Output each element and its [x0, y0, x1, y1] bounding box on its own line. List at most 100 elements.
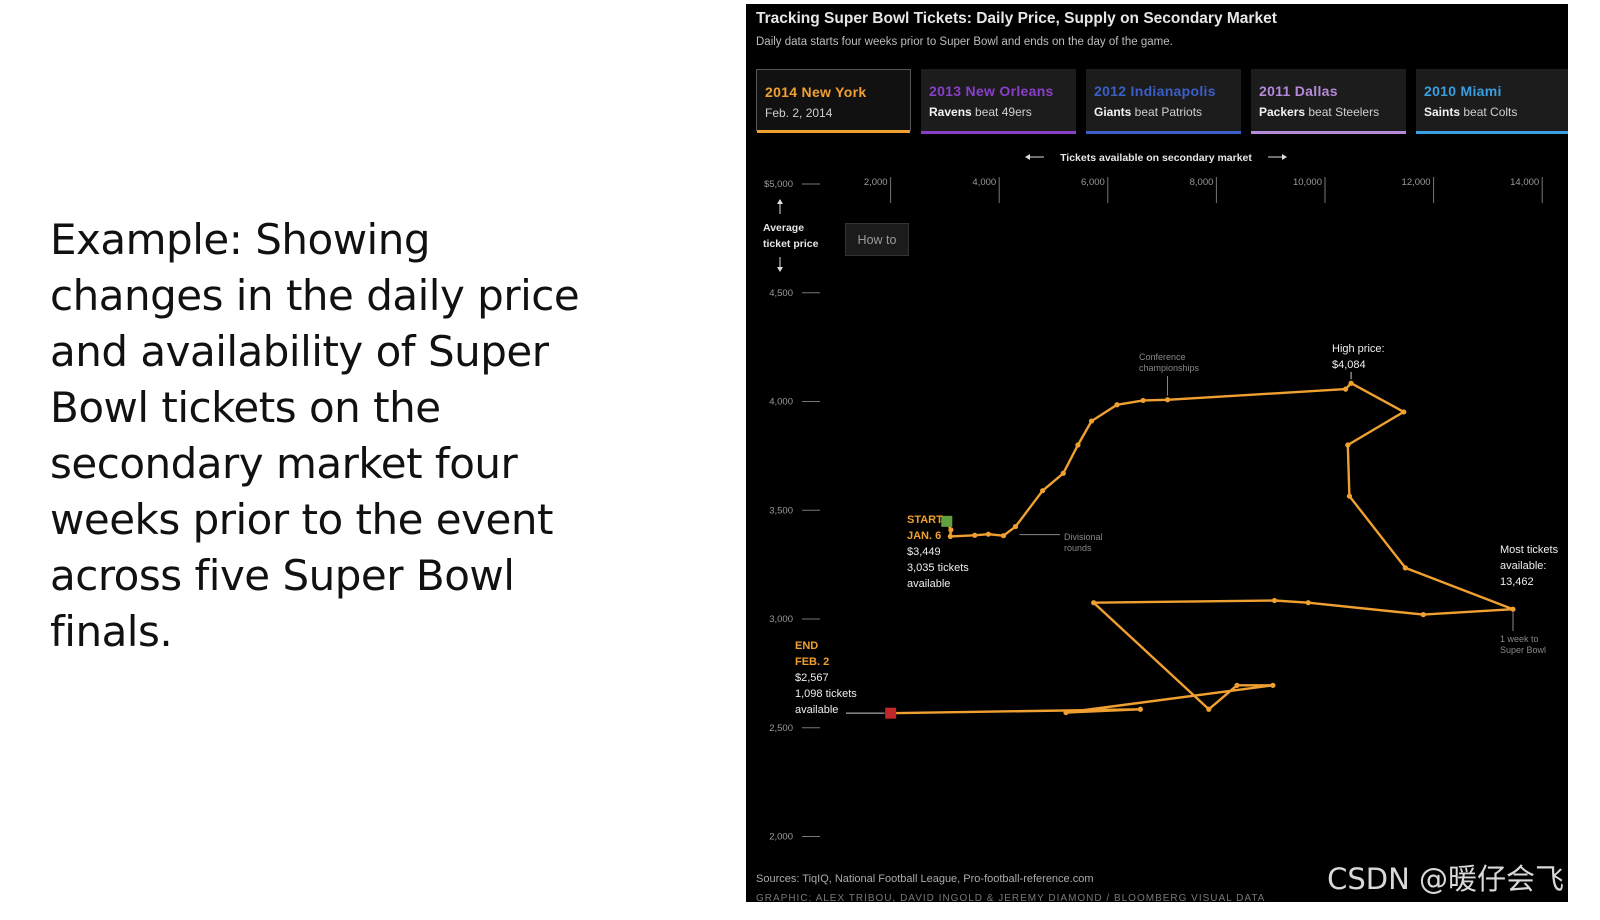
- tab-color-bar: [1086, 131, 1241, 134]
- most-tickets-annotation: Most tickets available: 13,462: [1500, 544, 1559, 588]
- y-tick-label: 3,500: [769, 505, 793, 516]
- svg-text:FEB. 2: FEB. 2: [795, 656, 829, 668]
- svg-text:$4,084: $4,084: [1332, 359, 1366, 371]
- tab-sublabel: Packers beat Steelers: [1259, 105, 1380, 119]
- tab-sublabel: Giants beat Patriots: [1094, 105, 1203, 119]
- chart-title: Tracking Super Bowl Tickets: Daily Price…: [756, 10, 1277, 27]
- tab-2012-indianapolis[interactable]: 2012 Indianapolis Giants beat Patriots: [1086, 69, 1241, 134]
- data-point: [1000, 533, 1007, 539]
- y-axis-title: Average ticket price: [763, 199, 819, 272]
- tab-2014-new-york[interactable]: 2014 New York Feb. 2, 2014: [756, 69, 911, 133]
- x-tick-label: 4,000: [972, 177, 996, 188]
- y-axis-label-line1: Average: [763, 222, 804, 234]
- data-point: [1206, 706, 1212, 712]
- y-axis-label-line2: ticket price: [763, 238, 819, 250]
- data-point: [1137, 706, 1143, 712]
- start-annotation: START JAN. 6 $3,449 3,035 tickets availa…: [907, 514, 969, 590]
- data-point: [1091, 600, 1097, 606]
- tab-color-bar: [1251, 131, 1406, 134]
- tab-2010-miami[interactable]: 2010 Miami Saints beat Colts: [1416, 69, 1568, 134]
- x-tick-label: 10,000: [1293, 177, 1322, 188]
- svg-text:Most tickets: Most tickets: [1500, 544, 1559, 556]
- end-annotation: END FEB. 2 $2,567 1,098 tickets availabl…: [795, 640, 857, 716]
- svg-text:rounds: rounds: [1064, 543, 1092, 553]
- svg-text:Conference: Conference: [1139, 352, 1186, 362]
- data-point: [1402, 565, 1408, 571]
- svg-text:13,462: 13,462: [1500, 576, 1534, 588]
- y-tick-label: 3,000: [769, 614, 793, 625]
- end-marker: [885, 707, 897, 719]
- svg-text:JAN. 6: JAN. 6: [907, 530, 941, 542]
- data-point: [1114, 402, 1120, 408]
- x-tick-label: 14,000: [1510, 177, 1539, 188]
- ticket-chart: Tickets available on secondary market 2,…: [763, 152, 1559, 843]
- one-week-annotation: 1 week to Super Bowl: [1500, 634, 1546, 655]
- data-point: [1401, 409, 1407, 415]
- tab-2011-dallas[interactable]: 2011 Dallas Packers beat Steelers: [1251, 69, 1406, 134]
- tab-sublabel: Ravens beat 49ers: [929, 105, 1032, 119]
- x-tick-label: 2,000: [864, 177, 888, 188]
- tab-color-bar: [921, 131, 1076, 134]
- data-point: [1345, 442, 1351, 448]
- x-tick-label: 8,000: [1190, 177, 1214, 188]
- data-point: [1060, 470, 1066, 476]
- tab-sublabel: Saints beat Colts: [1424, 105, 1518, 119]
- data-point: [972, 532, 978, 538]
- svg-text:available: available: [907, 578, 950, 590]
- y-tick-label: 2,000: [769, 832, 793, 843]
- data-points: [888, 380, 1516, 716]
- data-point: [1140, 397, 1146, 404]
- tab-label: 2014 New York: [765, 84, 867, 100]
- x-tick-label: 6,000: [1081, 177, 1105, 188]
- x-axis: 2,000 4,000 6,000 8,000 10,000 12,000 14,000: [864, 177, 1543, 203]
- svg-text:1,098 tickets: 1,098 tickets: [795, 688, 857, 700]
- data-point: [1063, 709, 1069, 716]
- tab-label: 2013 New Orleans: [929, 83, 1054, 99]
- data-point: [1088, 418, 1095, 424]
- data-point: [1510, 606, 1516, 612]
- y-axis: $5,000 4,500 4,000 3,500 3,000 2,500 2,000: [764, 179, 820, 843]
- tab-label: 2012 Indianapolis: [1094, 83, 1216, 99]
- tab-color-bar: [1416, 131, 1568, 134]
- watermark: CSDN @暖仔会飞: [1327, 862, 1564, 896]
- x-axis-title: Tickets available on secondary market: [1025, 152, 1287, 164]
- tab-color-bar: [757, 130, 910, 133]
- svg-text:$2,567: $2,567: [795, 672, 829, 684]
- data-point: [1164, 397, 1171, 403]
- svg-text:$3,449: $3,449: [907, 546, 941, 558]
- data-point: [1075, 442, 1081, 448]
- svg-text:available:: available:: [1500, 560, 1546, 572]
- svg-text:championships: championships: [1139, 363, 1200, 373]
- data-point: [1348, 380, 1354, 386]
- tab-label: 2011 Dallas: [1259, 83, 1338, 99]
- y-tick-label: 4,000: [769, 397, 793, 408]
- y-tick-label: 4,500: [769, 288, 793, 299]
- svg-text:1 week to: 1 week to: [1500, 634, 1539, 644]
- tab-2013-new-orleans[interactable]: 2013 New Orleans Ravens beat 49ers: [921, 69, 1076, 134]
- svg-text:END: END: [795, 640, 818, 652]
- how-to-button[interactable]: How to: [845, 223, 909, 256]
- data-point: [948, 527, 954, 533]
- price-line-2014: [890, 382, 1515, 715]
- annotation-leaders: [846, 372, 1514, 714]
- svg-text:START: START: [907, 514, 943, 526]
- svg-text:High price:: High price:: [1332, 343, 1385, 355]
- start-marker: [941, 515, 953, 527]
- tab-label: 2010 Miami: [1424, 83, 1502, 99]
- high-price-annotation: High price: $4,084: [1332, 343, 1385, 371]
- data-point: [1012, 523, 1019, 530]
- conference-annotation: Conference championships: [1139, 352, 1200, 373]
- data-point: [1234, 682, 1240, 688]
- data-point: [1040, 488, 1046, 494]
- chart-subtitle: Daily data starts four weeks prior to Su…: [756, 36, 1173, 48]
- data-point: [1420, 612, 1426, 618]
- x-tick-label: 12,000: [1402, 177, 1431, 188]
- svg-text:3,035 tickets: 3,035 tickets: [907, 562, 969, 574]
- svg-text:available: available: [795, 704, 838, 716]
- data-point: [1271, 597, 1278, 604]
- data-point: [1343, 386, 1349, 392]
- chart-panel: Tracking Super Bowl Tickets: Daily Price…: [746, 4, 1568, 902]
- slide-description: Example: Showing changes in the daily pr…: [50, 215, 580, 656]
- credits-note: GRAPHIC: ALEX TRIBOU, DAVID INGOLD & JER…: [756, 893, 1266, 902]
- data-point: [947, 533, 953, 539]
